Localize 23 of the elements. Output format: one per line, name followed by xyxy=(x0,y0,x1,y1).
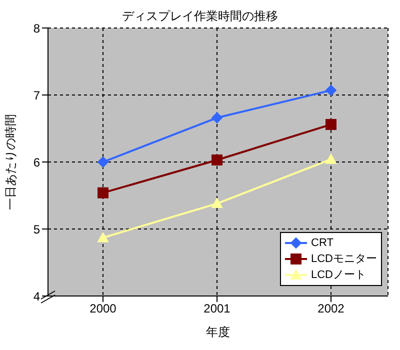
point xyxy=(212,154,222,166)
y-tick-label: 4 xyxy=(33,289,40,304)
point xyxy=(326,154,336,164)
point xyxy=(98,187,108,198)
y-tick-label: 8 xyxy=(33,21,40,36)
legend-label: LCDノート xyxy=(311,268,366,283)
y-axis-title: 一日あたりの時間 xyxy=(3,114,18,210)
point xyxy=(326,118,336,130)
y-tick-label: 5 xyxy=(33,222,40,236)
point xyxy=(98,156,108,168)
point xyxy=(98,232,108,242)
point xyxy=(326,84,336,96)
point xyxy=(212,112,222,124)
x-tick-label: 2000 xyxy=(90,302,117,316)
x-axis-title: 年度 xyxy=(206,325,230,339)
chart-title: ディスプレイ作業時間の推移 xyxy=(122,9,278,23)
point xyxy=(212,198,222,208)
legend-label: CRT xyxy=(311,236,334,251)
y-tick-label: 7 xyxy=(33,88,40,102)
y-tick-label: 6 xyxy=(33,155,40,170)
legend-label: LCDモニター xyxy=(311,252,378,267)
x-tick-label: 2001 xyxy=(204,302,231,316)
x-tick-label: 2002 xyxy=(318,302,345,316)
